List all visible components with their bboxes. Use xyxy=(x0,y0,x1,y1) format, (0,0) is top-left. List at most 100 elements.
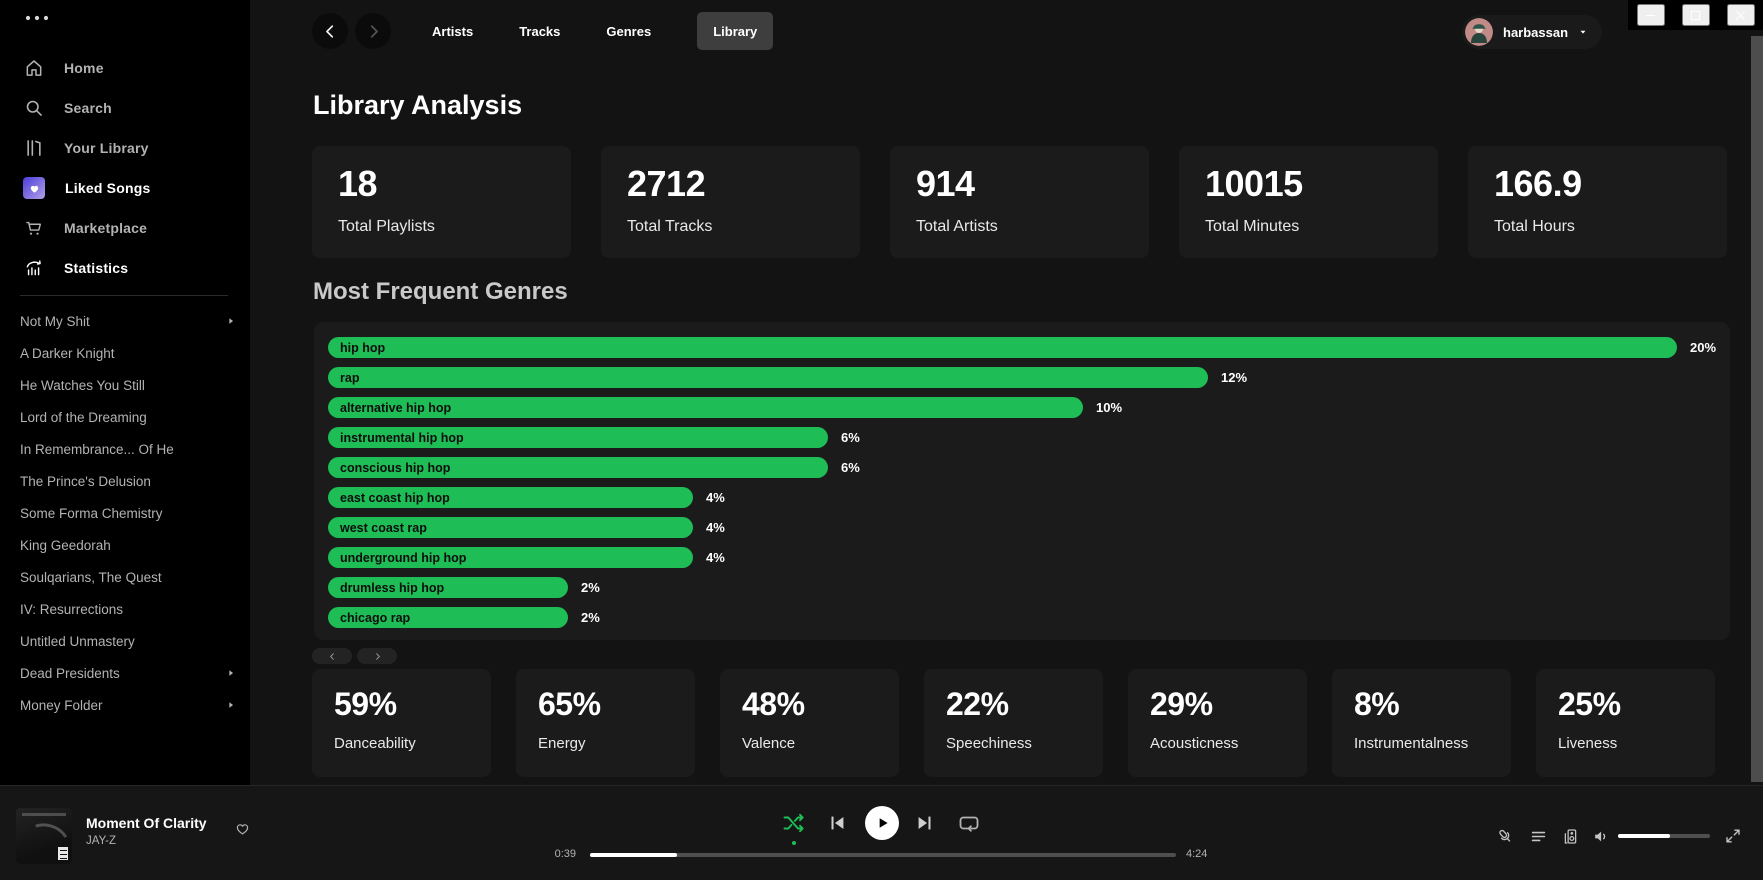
sidebar-item-marketplace[interactable]: Marketplace xyxy=(0,208,250,248)
track-artist[interactable]: JAY-Z xyxy=(86,835,117,847)
sidebar-item-search[interactable]: Search xyxy=(0,88,250,128)
chevron-left-icon xyxy=(328,652,337,661)
stats-row: 18 Total Playlists 2712 Total Tracks 914 Tota… xyxy=(312,146,1727,258)
genre-bar-row: chicago rap 2% xyxy=(328,607,1730,628)
genre-bar-label: conscious hip hop xyxy=(340,460,451,475)
shuffle-icon xyxy=(782,811,806,835)
sidebar-item-liked-songs[interactable]: Liked Songs xyxy=(0,168,250,208)
genre-bar-row: rap 12% xyxy=(328,367,1730,388)
shuffle-button[interactable] xyxy=(782,811,806,835)
progress-bar[interactable] xyxy=(590,853,1176,857)
genre-bar-value: 10% xyxy=(1096,400,1123,415)
playlist-item[interactable]: Lord of the Dreaming xyxy=(0,401,250,433)
feature-value: 59% xyxy=(334,686,397,722)
playlist-item[interactable]: Not My Shit xyxy=(0,305,250,337)
genre-bar-label: rap xyxy=(340,370,360,385)
page-title: Library Analysis xyxy=(313,90,523,120)
playlist-item[interactable]: IV: Resurrections xyxy=(0,593,250,625)
feature-value: 29% xyxy=(1150,686,1213,722)
genres-next-page-button[interactable] xyxy=(357,648,397,664)
top-tabs: Artists Tracks Genres Library xyxy=(432,12,774,50)
genre-bar-row: alternative hip hop 10% xyxy=(328,397,1730,418)
tab-library[interactable]: Library xyxy=(697,12,774,50)
fullscreen-button[interactable] xyxy=(1724,827,1742,845)
playlist-item[interactable]: King Geedorah xyxy=(0,529,250,561)
playlist-item[interactable]: Dead Presidents xyxy=(0,657,250,689)
feature-value: 48% xyxy=(742,686,805,722)
caret-right-icon xyxy=(226,700,236,710)
more-options-icon[interactable] xyxy=(24,14,50,22)
like-track-button[interactable] xyxy=(234,820,251,837)
maximize-button[interactable] xyxy=(1681,4,1710,26)
forward-button[interactable] xyxy=(355,13,391,49)
playlist-item[interactable]: Untitled Unmastery xyxy=(0,625,250,657)
previous-track-button[interactable] xyxy=(826,812,848,834)
genre-bar-label: alternative hip hop xyxy=(340,400,452,415)
sidebar-item-label: Search xyxy=(64,100,112,116)
user-menu[interactable]: harbassan xyxy=(1462,15,1603,49)
genre-bar: chicago rap xyxy=(328,607,568,628)
feature-label: Acousticness xyxy=(1150,735,1239,752)
sidebar-divider xyxy=(20,295,228,296)
feature-card-speechiness: 22% Speechiness xyxy=(924,669,1103,777)
fullscreen-icon xyxy=(1724,827,1742,845)
minimize-button[interactable] xyxy=(1636,4,1665,26)
tab-genres[interactable]: Genres xyxy=(606,23,652,39)
feature-label: Speechiness xyxy=(946,735,1032,752)
sidebar-item-your-library[interactable]: Your Library xyxy=(0,128,250,168)
genres-prev-page-button[interactable] xyxy=(312,648,352,664)
genre-bar-value: 6% xyxy=(841,460,860,475)
genre-bar-row: drumless hip hop 2% xyxy=(328,577,1730,598)
playlist-item[interactable]: Money Folder xyxy=(0,689,250,721)
sidebar-item-label: Your Library xyxy=(64,140,149,156)
feature-card-danceability: 59% Danceability xyxy=(312,669,491,777)
track-title[interactable]: Moment Of Clarity xyxy=(86,815,207,831)
avatar xyxy=(1465,18,1493,46)
playlist-item[interactable]: A Darker Knight xyxy=(0,337,250,369)
mute-button[interactable] xyxy=(1592,827,1611,846)
playlist-name: King Geedorah xyxy=(20,537,111,553)
chevron-right-icon xyxy=(365,23,382,40)
genre-bar-row: instrumental hip hop 6% xyxy=(328,427,1730,448)
genre-bar-row: east coast hip hop 4% xyxy=(328,487,1730,508)
connect-device-button[interactable] xyxy=(1561,827,1580,846)
sidebar-item-statistics[interactable]: Statistics xyxy=(0,248,250,288)
audio-features-row: 59% Danceability 65% Energy 48% Valence 22% Spe… xyxy=(312,669,1715,777)
sidebar-item-label: Liked Songs xyxy=(65,180,151,196)
playlist-item[interactable]: He Watches You Still xyxy=(0,369,250,401)
repeat-button[interactable] xyxy=(957,811,981,835)
play-button[interactable] xyxy=(865,806,899,840)
stat-card-total-playlists: 18 Total Playlists xyxy=(312,146,571,258)
stat-value: 166.9 xyxy=(1494,163,1582,204)
feature-value: 22% xyxy=(946,686,1009,722)
caret-right-icon xyxy=(226,668,236,678)
queue-button[interactable] xyxy=(1529,827,1548,846)
volume-slider[interactable] xyxy=(1618,834,1710,838)
genre-bar-value: 6% xyxy=(841,430,860,445)
feature-card-instrumentalness: 8% Instrumentalness xyxy=(1332,669,1511,777)
playlist-item[interactable]: In Remembrance... Of He xyxy=(0,433,250,465)
caret-down-icon xyxy=(1578,27,1588,37)
next-track-button[interactable] xyxy=(914,812,936,834)
genres-pagination xyxy=(312,648,397,664)
close-button[interactable] xyxy=(1726,4,1755,26)
genre-bar-label: east coast hip hop xyxy=(340,490,450,505)
tab-tracks[interactable]: Tracks xyxy=(519,23,561,39)
user-name: harbassan xyxy=(1503,24,1569,40)
back-button[interactable] xyxy=(312,13,348,49)
playlist-item[interactable]: The Prince's Delusion xyxy=(0,465,250,497)
stat-card-total-minutes: 10015 Total Minutes xyxy=(1179,146,1438,258)
genre-bar-label: west coast rap xyxy=(340,520,427,535)
sidebar-item-home[interactable]: Home xyxy=(0,48,250,88)
search-icon xyxy=(24,98,44,118)
genre-bar: west coast rap xyxy=(328,517,693,538)
scrollbar[interactable] xyxy=(1751,36,1763,782)
device-icon xyxy=(1561,827,1580,846)
lyrics-button[interactable] xyxy=(1496,827,1515,846)
sidebar-item-label: Marketplace xyxy=(64,220,148,236)
playlist-name: The Prince's Delusion xyxy=(20,473,151,489)
playlist-item[interactable]: Some Forma Chemistry xyxy=(0,497,250,529)
genre-bar-value: 20% xyxy=(1690,340,1717,355)
playlist-item[interactable]: Soulqarians, The Quest xyxy=(0,561,250,593)
tab-artists[interactable]: Artists xyxy=(432,23,474,39)
